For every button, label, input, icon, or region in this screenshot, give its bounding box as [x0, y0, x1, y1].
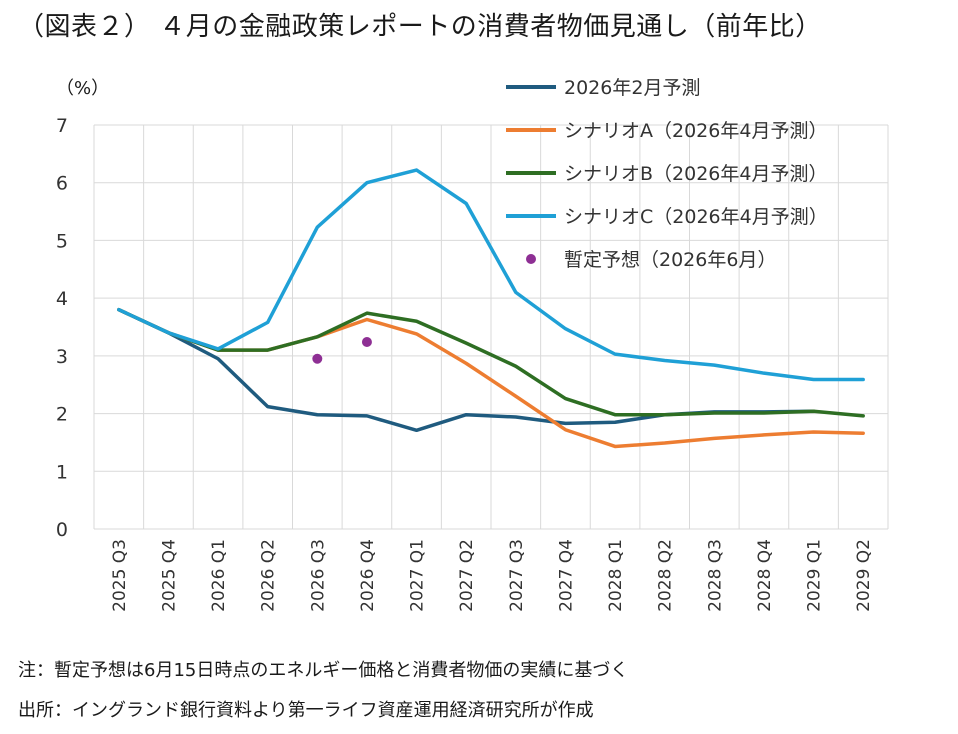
x-tick-label: 2026 Q3	[308, 539, 328, 612]
y-tick-label: 4	[56, 288, 68, 310]
legend-label: シナリオB（2026年4月予測）	[564, 163, 827, 185]
y-tick-labels: 0 1 2 3 4 5 6 7	[56, 115, 68, 541]
y-tick-label: 1	[56, 461, 68, 483]
footnote-note: 注：暫定予想は6月15日時点のエネルギー価格と消費者物価の実績に基づく	[18, 660, 629, 681]
y-tick-label: 3	[56, 346, 68, 368]
series-line	[117, 307, 865, 418]
x-tick-label: 2026 Q1	[209, 539, 229, 612]
chart-title: （図表２） ４月の金融政策レポートの消費者物価見通し（前年比）	[18, 12, 822, 42]
data-point	[312, 353, 323, 364]
x-tick-label: 2026 Q2	[259, 539, 279, 612]
data-point	[361, 337, 372, 348]
x-tick-label: 2027 Q3	[507, 539, 527, 612]
series-layer	[117, 168, 865, 449]
x-tick-labels: 2025 Q3 2025 Q4 2026 Q1 2026 Q2 2026 Q3 2026 …	[110, 539, 874, 612]
x-tick-label: 2025 Q4	[159, 539, 179, 612]
x-tick-label: 2028 Q2	[656, 539, 676, 612]
x-tick-label: 2028 Q3	[705, 539, 725, 612]
legend-label: シナリオA（2026年4月予測）	[564, 120, 827, 142]
footnote-source: 出所：イングランド銀行資料より第一ライフ資産運用経済研究所が作成	[18, 700, 594, 721]
y-tick-label: 2	[56, 404, 68, 426]
x-tick-label: 2027 Q4	[556, 539, 576, 612]
x-tick-label: 2029 Q2	[854, 539, 874, 612]
x-tick-label: 2025 Q3	[110, 539, 130, 612]
y-tick-label: 7	[56, 115, 68, 137]
y-axis-unit-label: （%）	[56, 78, 110, 99]
legend-label: 暫定予想（2026年6月）	[564, 249, 776, 271]
y-tick-label: 0	[56, 519, 68, 541]
legend-label: 2026年2月予測	[564, 77, 700, 99]
series-line	[117, 168, 865, 382]
legend-marker	[526, 254, 536, 264]
x-tick-label: 2027 Q1	[408, 539, 428, 612]
y-tick-label: 5	[56, 230, 68, 252]
y-tick-label: 6	[56, 173, 68, 195]
grid-layer	[93, 124, 889, 530]
x-tick-label: 2029 Q1	[805, 539, 825, 612]
x-tick-label: 2028 Q4	[755, 539, 775, 612]
x-tick-label: 2027 Q2	[457, 539, 477, 612]
legend-label: シナリオC（2026年4月予測）	[564, 206, 828, 228]
x-tick-label: 2026 Q4	[358, 539, 378, 612]
x-tick-label: 2028 Q1	[606, 539, 626, 612]
